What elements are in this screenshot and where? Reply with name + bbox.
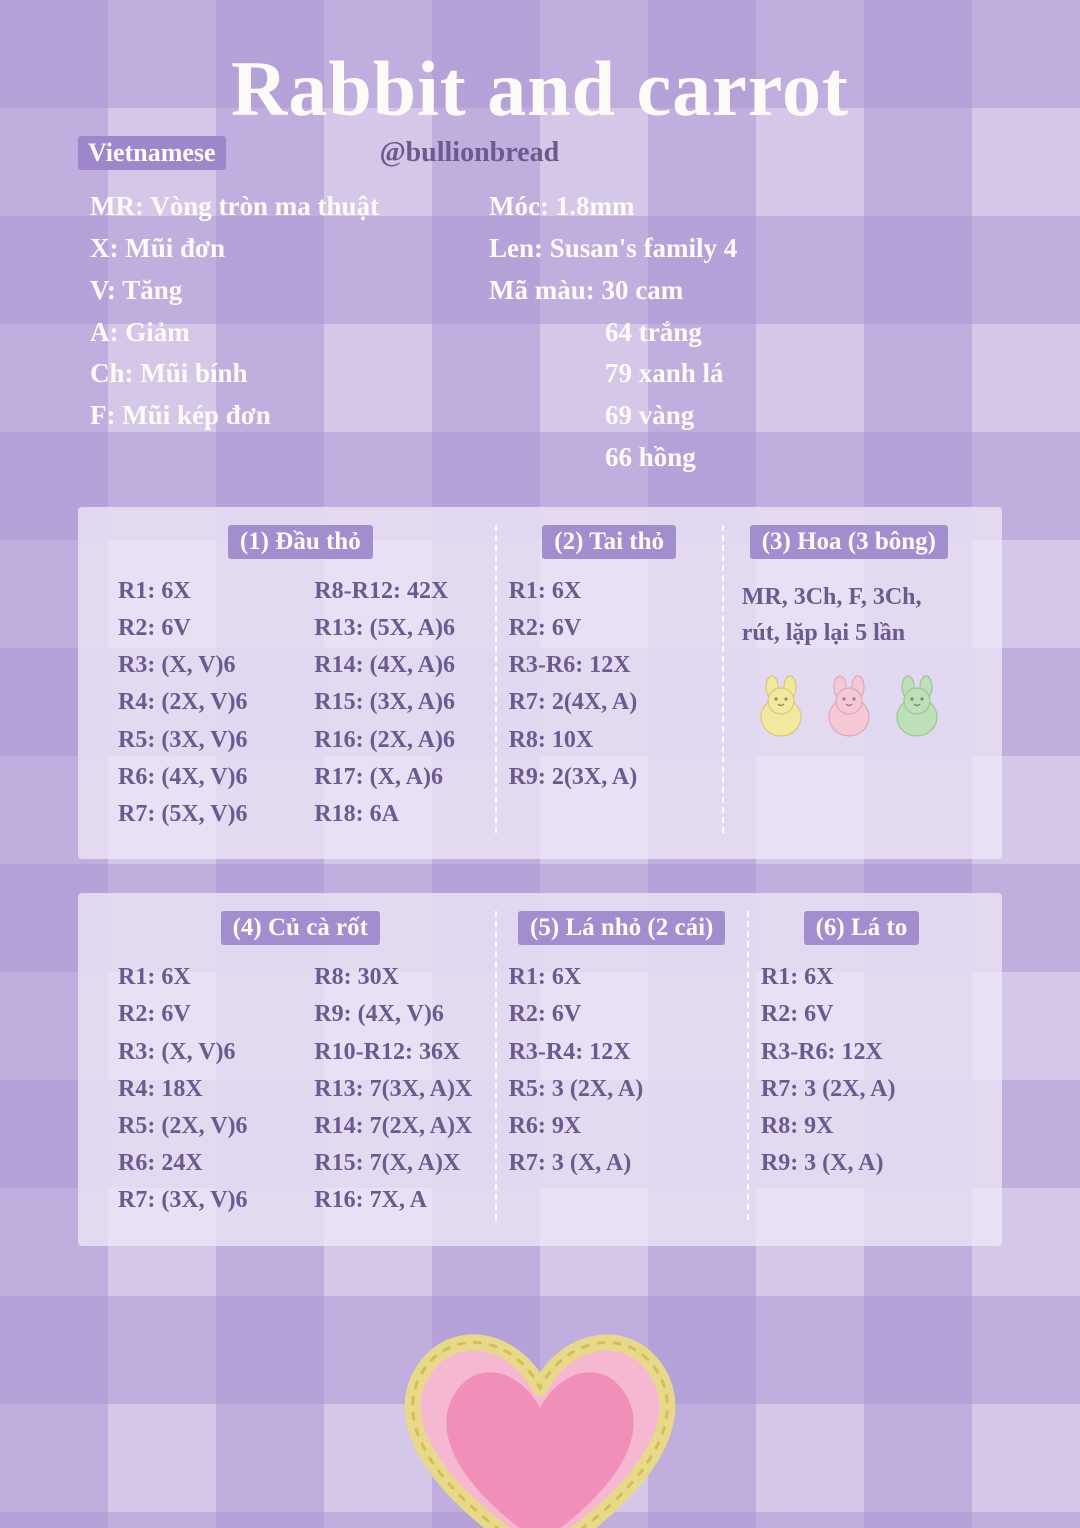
section-1: (1) Đầu thỏ R1: 6X R2: 6V R3: (X, V)6 R4… [106, 525, 495, 833]
pattern-row: R7: 3 (2X, A) [761, 1071, 962, 1108]
pattern-row: R3-R4: 12X [509, 1034, 735, 1071]
section-3: (3) Hoa (3 bông) MR, 3Ch, F, 3Ch, rút, l… [722, 525, 974, 833]
author-handle: @bullionbread [380, 137, 560, 169]
heart-decoration [370, 1308, 710, 1528]
pattern-row: R5: (3X, V)6 [118, 722, 286, 759]
legend-line: Ch: Mũi bính [90, 353, 379, 395]
pattern-row: R7: (3X, V)6 [118, 1182, 286, 1219]
section-2: (2) Tai thỏ R1: 6X R2: 6V R3-R6: 12X R7:… [495, 525, 722, 833]
pattern-row: R6: 24X [118, 1145, 286, 1182]
section-6: (6) Lá to R1: 6X R2: 6V R3-R6: 12X R7: 3… [747, 911, 974, 1219]
pattern-row: R2: 6V [118, 996, 286, 1033]
pattern-row: R3: (X, V)6 [118, 1034, 286, 1071]
pattern-row: R8: 9X [761, 1108, 962, 1145]
section-5: (5) Lá nhỏ (2 cái) R1: 6X R2: 6V R3-R4: … [495, 911, 747, 1219]
pattern-row: R5: 3 (2X, A) [509, 1071, 735, 1108]
legend-line: V: Tăng [90, 270, 379, 312]
pattern-row: R8-R12: 42X [314, 573, 482, 610]
pattern-row: R9: (4X, V)6 [314, 996, 482, 1033]
section-title: (2) Tai thỏ [542, 525, 676, 559]
legend-line: Len: Susan's family 4 [489, 228, 737, 270]
legend-line: F: Mũi kép đơn [90, 395, 379, 437]
pattern-row: R10-R12: 36X [314, 1034, 482, 1071]
section-rows: R1: 6X R2: 6V R3-R4: 12X R5: 3 (2X, A) R… [509, 959, 735, 1182]
legend-line: 69 vàng [605, 395, 737, 437]
legend-line: A: Giảm [90, 312, 379, 354]
pattern-row: R1: 6X [118, 959, 286, 996]
pattern-row: R7: 3 (X, A) [509, 1145, 735, 1182]
pattern-row: R9: 2(3X, A) [509, 759, 710, 796]
pattern-row: R16: (2X, A)6 [314, 722, 482, 759]
section-rows: R1: 6X R2: 6V R3-R6: 12X R7: 3 (2X, A) R… [761, 959, 962, 1182]
pattern-row: R9: 3 (X, A) [761, 1145, 962, 1182]
pattern-row: R2: 6V [761, 996, 962, 1033]
section-text: MR, 3Ch, F, 3Ch, rút, lặp lại 5 lần [736, 573, 962, 651]
card-bottom: (4) Củ cà rốt R1: 6X R2: 6V R3: (X, V)6 … [78, 893, 1002, 1245]
section-title: (1) Đầu thỏ [228, 525, 373, 559]
pattern-row: R8: 30X [314, 959, 482, 996]
pattern-row: R14: (4X, A)6 [314, 647, 482, 684]
section-title: (6) Lá to [804, 911, 920, 945]
section-title: (5) Lá nhỏ (2 cái) [518, 911, 725, 945]
pattern-row: R6: (4X, V)6 [118, 759, 286, 796]
pattern-row: R7: 2(4X, A) [509, 684, 710, 721]
pattern-row: R4: (2X, V)6 [118, 684, 286, 721]
pattern-row: R17: (X, A)6 [314, 759, 482, 796]
subheader-row: Vietnamese @bullionbread [78, 136, 1020, 170]
legend-line: X: Mũi đơn [90, 228, 379, 270]
pattern-row: R13: (5X, A)6 [314, 610, 482, 647]
pattern-row: R1: 6X [761, 959, 962, 996]
pattern-row: R7: (5X, V)6 [118, 796, 286, 833]
legend-line: 66 hồng [605, 437, 737, 479]
pattern-row: R2: 6V [509, 996, 735, 1033]
legend-line: Mã màu: 30 cam [489, 270, 737, 312]
legend-line: MR: Vòng tròn ma thuật [90, 186, 379, 228]
page-content: Rabbit and carrot Vietnamese @bullionbre… [0, 0, 1080, 1246]
pattern-row: R15: (3X, A)6 [314, 684, 482, 721]
section-rows: R1: 6X R2: 6V R3: (X, V)6 R4: (2X, V)6 R… [118, 573, 483, 833]
bunny-icon [890, 675, 944, 737]
pattern-row: R3: (X, V)6 [118, 647, 286, 684]
pattern-row: R14: 7(2X, A)X [314, 1108, 482, 1145]
section-title: (3) Hoa (3 bông) [750, 525, 948, 559]
pattern-row: R2: 6V [118, 610, 286, 647]
section-title: (4) Củ cà rốt [221, 911, 380, 945]
section-rows: R1: 6X R2: 6V R3: (X, V)6 R4: 18X R5: (2… [118, 959, 483, 1219]
legend-left-col: MR: Vòng tròn ma thuật X: Mũi đơn V: Tăn… [90, 186, 379, 479]
bunny-icon [822, 675, 876, 737]
legend-line: 79 xanh lá [605, 353, 737, 395]
section-4: (4) Củ cà rốt R1: 6X R2: 6V R3: (X, V)6 … [106, 911, 495, 1219]
language-badge: Vietnamese [78, 136, 226, 170]
pattern-row: R8: 10X [509, 722, 710, 759]
bunny-icons-row [736, 675, 962, 737]
bunny-icon [754, 675, 808, 737]
page-title: Rabbit and carrot [60, 50, 1020, 128]
pattern-row: R1: 6X [118, 573, 286, 610]
pattern-row: R3-R6: 12X [509, 647, 710, 684]
legend-line: Móc: 1.8mm [489, 186, 737, 228]
legend-right-col: Móc: 1.8mm Len: Susan's family 4 Mã màu:… [489, 186, 737, 479]
pattern-row: R5: (2X, V)6 [118, 1108, 286, 1145]
pattern-row: R1: 6X [509, 573, 710, 610]
pattern-row: R2: 6V [509, 610, 710, 647]
legend-line: 64 trắng [605, 312, 737, 354]
card-top: (1) Đầu thỏ R1: 6X R2: 6V R3: (X, V)6 R4… [78, 507, 1002, 859]
pattern-row: R18: 6A [314, 796, 482, 833]
pattern-row: R16: 7X, A [314, 1182, 482, 1219]
pattern-row: R15: 7(X, A)X [314, 1145, 482, 1182]
section-rows: R1: 6X R2: 6V R3-R6: 12X R7: 2(4X, A) R8… [509, 573, 710, 796]
pattern-row: R3-R6: 12X [761, 1034, 962, 1071]
pattern-row: R4: 18X [118, 1071, 286, 1108]
pattern-row: R13: 7(3X, A)X [314, 1071, 482, 1108]
pattern-row: R1: 6X [509, 959, 735, 996]
legend-block: MR: Vòng tròn ma thuật X: Mũi đơn V: Tăn… [90, 186, 1020, 479]
pattern-row: R6: 9X [509, 1108, 735, 1145]
